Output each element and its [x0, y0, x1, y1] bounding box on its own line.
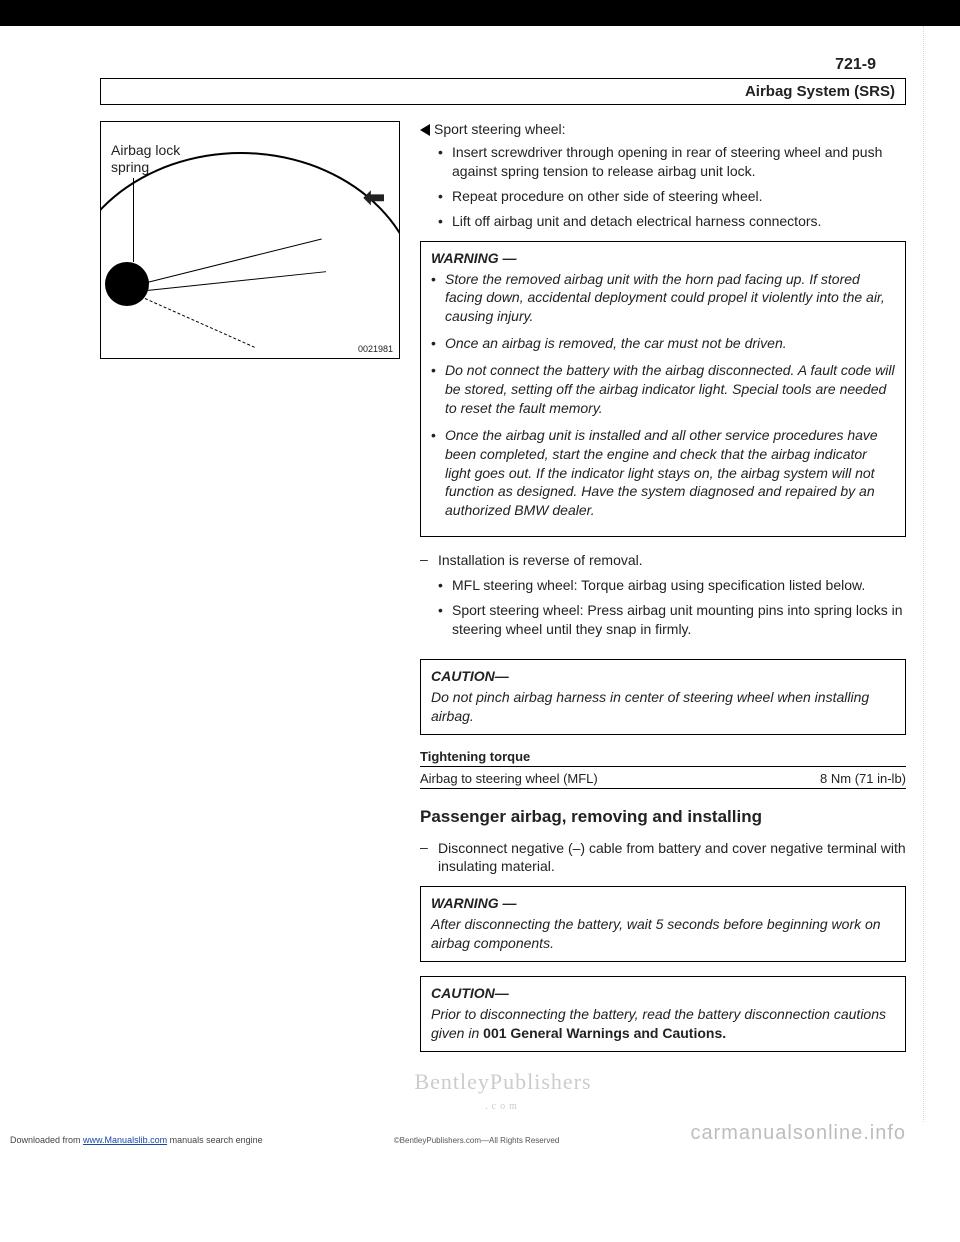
- caution-title: CAUTION—: [431, 985, 895, 1001]
- procedure-arrow-icon: [420, 124, 430, 136]
- passenger-airbag-heading: Passenger airbag, removing and installin…: [420, 807, 906, 827]
- page-content: 721-9 Airbag System (SRS) Airbag lock sp…: [0, 26, 960, 1122]
- disconnect-text: Disconnect negative (–) cable from batte…: [438, 839, 906, 877]
- caution-box-1: CAUTION— Do not pinch airbag harness in …: [420, 659, 906, 735]
- steering-wheel-figure: Airbag lock spring ⬅ 0021981: [100, 121, 400, 359]
- right-column: Sport steering wheel: Insert screwdriver…: [420, 121, 906, 1066]
- warning-text: After disconnecting the battery, wait 5 …: [431, 915, 895, 953]
- warning-list: Store the removed airbag unit with the h…: [431, 270, 895, 521]
- dash-bullet: –: [420, 839, 438, 877]
- torque-table-heading: Tightening torque: [420, 749, 906, 767]
- left-column: Airbag lock spring ⬅ 0021981: [100, 121, 400, 1066]
- list-item: Lift off airbag unit and detach electric…: [438, 212, 906, 231]
- footer-left-prefix: Downloaded from: [10, 1135, 83, 1145]
- sport-wheel-steps: Insert screwdriver through opening in re…: [438, 143, 906, 231]
- footer-site-watermark: carmanualsonline.info: [690, 1122, 906, 1145]
- list-item: Once an airbag is removed, the car must …: [431, 334, 895, 353]
- list-item: Insert screwdriver through opening in re…: [438, 143, 906, 181]
- installation-step: – Installation is reverse of removal. MF…: [420, 551, 906, 649]
- list-item: Repeat procedure on other side of steeri…: [438, 187, 906, 206]
- figure-number: 0021981: [358, 344, 393, 354]
- caution-title: CAUTION—: [431, 668, 895, 684]
- list-item: Once the airbag unit is installed and al…: [431, 426, 895, 520]
- dash-bullet: –: [420, 551, 438, 649]
- list-item: MFL steering wheel: Torque airbag using …: [438, 576, 906, 595]
- footer-copyright: ©BentleyPublishers.com—All Rights Reserv…: [394, 1136, 560, 1145]
- torque-value: 8 Nm (71 in-lb): [820, 771, 906, 786]
- install-substeps: MFL steering wheel: Torque airbag using …: [438, 576, 906, 639]
- step-body: Installation is reverse of removal. MFL …: [438, 551, 906, 649]
- figure-label-line1: Airbag lock: [111, 142, 180, 158]
- warning-title: WARNING —: [431, 250, 895, 266]
- list-item: Store the removed airbag unit with the h…: [431, 270, 895, 327]
- watermark-main: BentleyPublishers: [414, 1069, 591, 1094]
- caution-text: Prior to disconnecting the battery, read…: [431, 1005, 895, 1043]
- page-number: 721-9: [100, 56, 906, 74]
- caution2-bold: 001 General Warnings and Cautions.: [483, 1025, 726, 1041]
- publisher-watermark: BentleyPublishers .com: [100, 1072, 906, 1112]
- torque-row: Airbag to steering wheel (MFL) 8 Nm (71 …: [420, 767, 906, 789]
- page-footer: Downloaded from www.Manualslib.com manua…: [0, 1122, 960, 1149]
- install-lead: Installation is reverse of removal.: [438, 552, 643, 568]
- section-title-bar: Airbag System (SRS): [100, 78, 906, 105]
- list-item: Do not connect the battery with the airb…: [431, 361, 895, 418]
- manualslib-link[interactable]: www.Manualslib.com: [83, 1135, 167, 1145]
- sport-wheel-heading: Sport steering wheel:: [420, 121, 906, 137]
- figure-label-line2: spring: [111, 159, 149, 175]
- watermark-sub: .com: [485, 1101, 521, 1112]
- scan-edge-line: [923, 26, 924, 1122]
- action-arrow-icon: ⬅: [363, 182, 385, 213]
- caution-text: Do not pinch airbag harness in center of…: [431, 688, 895, 726]
- list-item: Sport steering wheel: Press airbag unit …: [438, 601, 906, 639]
- disconnect-step: – Disconnect negative (–) cable from bat…: [420, 839, 906, 877]
- footer-left-suffix: manuals search engine: [167, 1135, 263, 1145]
- footer-left: Downloaded from www.Manualslib.com manua…: [10, 1135, 263, 1145]
- warning-box-1: WARNING — Store the removed airbag unit …: [420, 241, 906, 538]
- caution-box-2: CAUTION— Prior to disconnecting the batt…: [420, 976, 906, 1052]
- two-column-layout: Airbag lock spring ⬅ 0021981 Sport steer…: [100, 121, 906, 1066]
- torque-label: Airbag to steering wheel (MFL): [420, 771, 598, 786]
- steering-wheel-hub: [105, 262, 149, 306]
- sport-wheel-heading-text: Sport steering wheel:: [434, 121, 566, 137]
- top-black-bar: [0, 0, 960, 26]
- warning-title: WARNING —: [431, 895, 895, 911]
- warning-box-2: WARNING — After disconnecting the batter…: [420, 886, 906, 962]
